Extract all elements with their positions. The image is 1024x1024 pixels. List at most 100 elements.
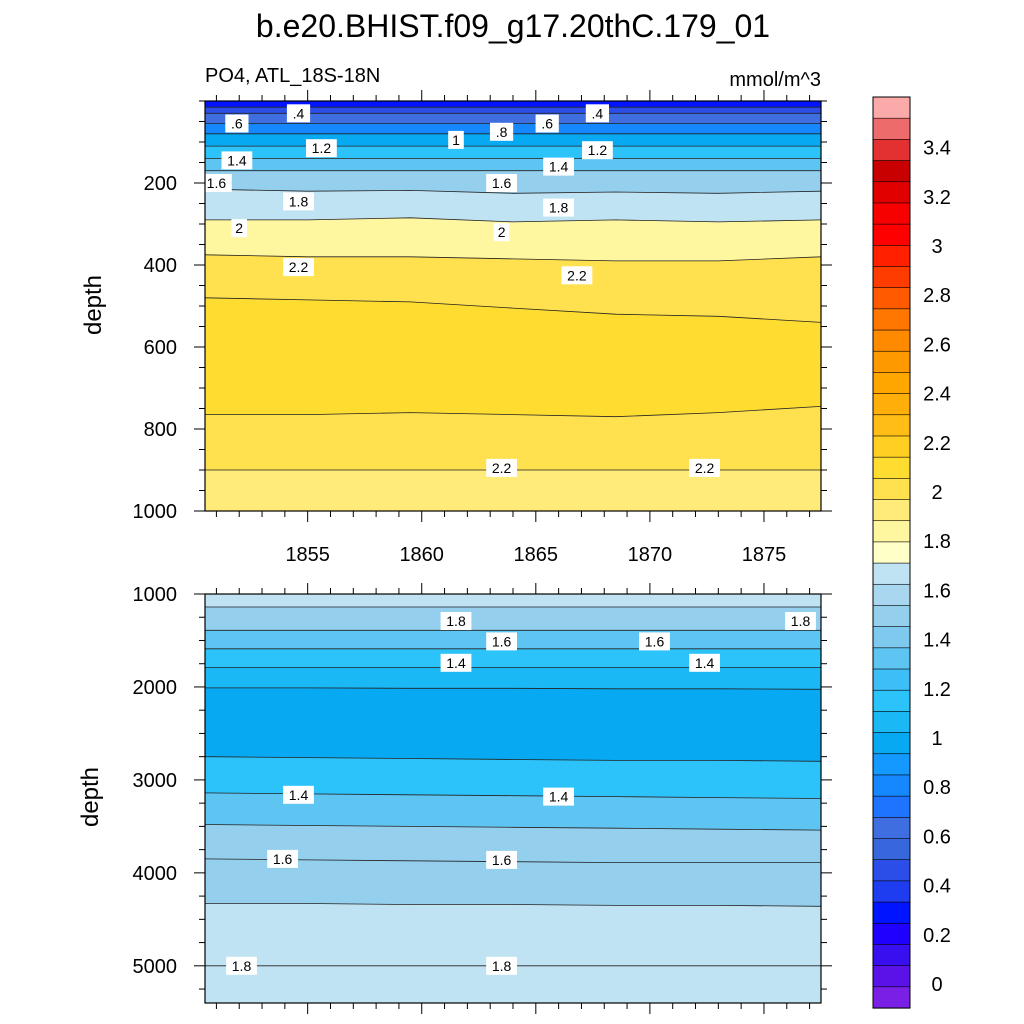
colorbar-swatch — [872, 838, 911, 861]
contour-label-bg — [201, 174, 232, 192]
upper-band-6 — [205, 158, 821, 171]
upper-contour-label-17: 2.2 — [561, 266, 593, 285]
x-tick-label: 1855 — [285, 544, 330, 566]
units-label: mmol/m^3 — [729, 69, 821, 91]
contour-label-bg — [543, 198, 574, 217]
colorbar-tick-label: 0.6 — [923, 826, 951, 848]
contour-label-text: 1.6 — [645, 633, 665, 649]
upper-contour-label-14: 1.6 — [486, 174, 517, 192]
x-tick-label: 1860 — [399, 544, 444, 566]
colorbar-swatch — [872, 944, 911, 967]
lower-contour-line-7 — [205, 824, 821, 831]
colorbar-swatch — [872, 711, 911, 734]
colorbar-tick-label: 2 — [931, 482, 942, 504]
contour-label-text: 1.8 — [232, 958, 252, 974]
lower-contour-label-12: 1.8 — [486, 956, 517, 975]
contour-label-text: 1.6 — [492, 175, 512, 191]
colorbar-swatch — [872, 562, 911, 585]
contour-label-bg — [493, 223, 510, 242]
colorbar-swatch — [872, 965, 911, 988]
contour-label-text: 1.4 — [446, 655, 466, 671]
colorbar-swatch — [872, 986, 911, 1009]
upper-contour-label-2: 1.2 — [306, 139, 337, 158]
upper-y-ticks — [194, 100, 832, 512]
upper-contour-label-8: 1 — [448, 130, 464, 149]
contour-label-text: 2.2 — [289, 259, 309, 275]
colorbar-swatch — [872, 181, 911, 204]
chart-title: b.e20.BHIST.f09_g17.20thC.179_01 — [256, 8, 770, 44]
y-tick-label: 800 — [144, 419, 177, 441]
contour-label-text: 2 — [498, 224, 506, 240]
lower-contour-label-0: 1.8 — [440, 612, 472, 630]
colorbar-swatch — [872, 626, 911, 649]
upper-contour-label-10: .6 — [535, 114, 559, 133]
contour-label-text: 1.2 — [588, 142, 608, 158]
colorbar-swatch — [872, 456, 911, 479]
colorbar-swatch — [872, 541, 911, 564]
upper-contour-label-11: .4 — [585, 104, 609, 123]
x-tick-label: 1875 — [742, 544, 787, 566]
upper-band-9 — [205, 217, 821, 262]
contour-label-bg — [543, 157, 574, 176]
colorbar-tick-label: 1.8 — [923, 531, 951, 553]
contour-label-bg — [286, 104, 311, 123]
upper-contour-label-6: 2 — [231, 219, 247, 238]
colorbar-swatch — [872, 350, 911, 374]
contour-label-bg — [226, 956, 257, 975]
lower-contour-label-6: 1.4 — [689, 653, 720, 672]
upper-contour-label-0: .6 — [225, 114, 249, 133]
contour-label-text: 1.4 — [695, 655, 715, 671]
contour-label-text: .4 — [293, 105, 305, 121]
colorbar-tick-label: 1.6 — [923, 580, 951, 602]
upper-fills — [205, 101, 821, 511]
colorbar-tick-label: 0.2 — [923, 925, 951, 947]
colorbar-swatch — [872, 689, 911, 713]
colorbar-swatch — [872, 859, 911, 882]
contour-label-bg — [689, 458, 720, 477]
colorbar-tick-label: 3.2 — [923, 187, 951, 209]
contour-label-bg — [306, 139, 337, 158]
contour-label-text: .6 — [231, 116, 243, 132]
contour-label-bg — [639, 632, 670, 651]
contour-label-text: 1.4 — [549, 789, 569, 805]
upper-contour-label-7: 2.2 — [283, 258, 314, 277]
contour-label-bg — [535, 114, 559, 133]
colorbar-swatch — [872, 139, 911, 162]
upper-contour-label-12: 1.2 — [582, 141, 613, 160]
colorbar-swatch — [872, 668, 911, 691]
colorbar-swatch — [872, 647, 911, 670]
upper-contour-line-11 — [205, 406, 821, 418]
colorbar-frame — [872, 96, 911, 1009]
y-tick-label: 400 — [144, 255, 177, 277]
lower-contour-label-2: 1.6 — [486, 632, 517, 651]
lower-y-axis-label: depth — [77, 767, 104, 827]
contour-label-bg — [267, 849, 298, 868]
colorbar-tick-label: 2.4 — [923, 384, 951, 406]
contour-label-bg — [221, 151, 253, 170]
colorbar-tick-label: 0.4 — [923, 876, 951, 898]
contour-label-text: 1.6 — [492, 852, 512, 868]
contour-label-text: 1.6 — [492, 633, 512, 649]
contour-label-bg — [283, 258, 314, 277]
colorbar-swatch — [872, 414, 911, 437]
y-tick-label: 1000 — [133, 584, 178, 606]
colorbar-swatch — [872, 372, 911, 395]
lower-contour-label-4: 1.6 — [639, 632, 670, 651]
colorbar: 0 0.2 0.4 0.6 0.8 1 1.2 1.4 1.6 1.8 2 2.2 2.4 2.6 2.8 3… — [872, 96, 951, 1009]
contour-label-bg — [585, 104, 609, 123]
contour-label-text: 1.8 — [446, 613, 466, 629]
colorbar-tick-label: 1 — [931, 728, 942, 750]
lower-y-ticks — [194, 593, 832, 990]
lower-contour-label-10: 1.6 — [486, 850, 517, 869]
colorbar-swatch — [872, 287, 911, 310]
y-tick-label: 1000 — [133, 501, 178, 523]
contour-label-text: 1.8 — [549, 200, 569, 216]
upper-contour-label-3: 1.4 — [221, 151, 253, 170]
upper-panel: .6.41.21.41.61.822.21.8.6.41.21.41.61.82… — [133, 90, 832, 566]
contour-label-bg — [283, 785, 314, 804]
contour-label-bg — [283, 192, 314, 211]
colorbar-swatch — [872, 605, 911, 628]
colorbar-tick-label: 2.8 — [923, 285, 951, 307]
lower-contour-line-5 — [205, 756, 821, 762]
x-tick-label: 1870 — [628, 544, 673, 566]
